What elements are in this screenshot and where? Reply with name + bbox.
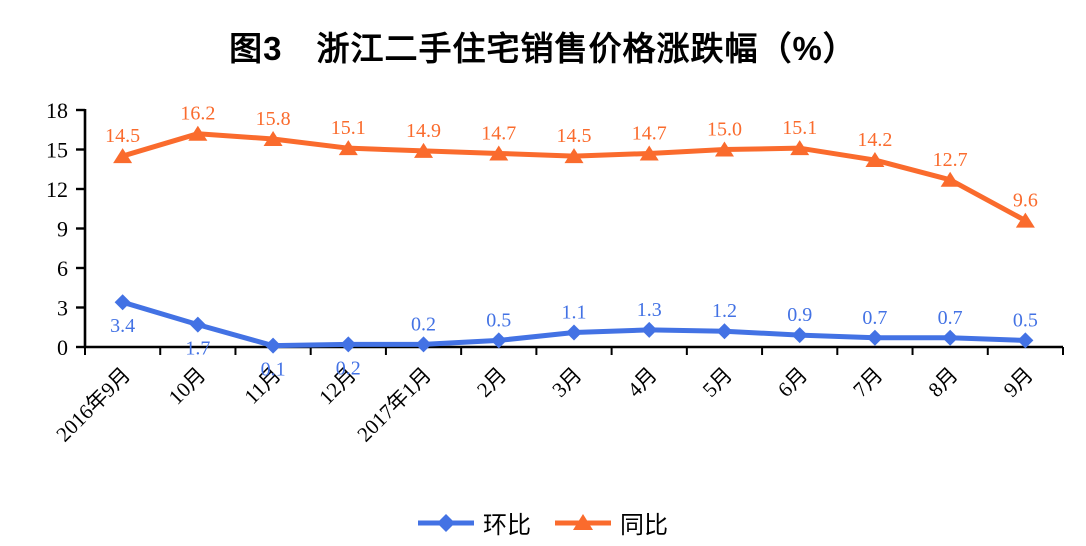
- diamond-marker-icon: [716, 323, 733, 340]
- x-tick-label: 2017年1月: [352, 363, 436, 447]
- data-label: 0.9: [787, 304, 812, 326]
- data-label: 14.2: [857, 129, 892, 151]
- data-label: 0.5: [486, 309, 511, 331]
- y-tick-label: 15: [46, 138, 68, 163]
- data-label: 1.2: [712, 300, 737, 322]
- x-tick-label: 7月: [848, 363, 887, 402]
- data-label: 15.8: [256, 108, 291, 130]
- data-label: 1.7: [185, 338, 210, 360]
- data-label: 14.9: [406, 120, 441, 142]
- x-tick-label: 10月: [164, 363, 211, 410]
- data-label: 14.5: [557, 125, 592, 147]
- x-tick-label: 9月: [999, 363, 1038, 402]
- legend-item-yoy: 同比: [555, 505, 668, 540]
- data-label: 16.2: [180, 103, 215, 125]
- diamond-marker-icon: [866, 329, 883, 346]
- chart-title: 图3 浙江二手住宅销售价格涨跌幅（%）: [229, 30, 857, 67]
- diamond-marker-icon: [265, 337, 282, 354]
- legend-item-mom: 环比: [418, 505, 531, 540]
- diamond-marker-icon: [114, 294, 131, 311]
- diamond-marker-icon: [189, 316, 206, 333]
- triangle-marker-icon: [113, 148, 133, 164]
- x-tick-label: 3月: [547, 363, 586, 402]
- x-tick-label: 5月: [698, 363, 737, 402]
- data-label: 0.2: [336, 357, 361, 379]
- y-tick-label: 0: [57, 335, 68, 360]
- series-triangle: 14.5 16.2 15.8 15.1 14.9 14.7 14.5 14.7 15.0 15.1…: [105, 103, 1038, 228]
- data-label: 9.6: [1013, 190, 1038, 212]
- x-tick-label: 2016年9月: [51, 363, 135, 447]
- legend-label-mom: 环比: [483, 513, 531, 539]
- series-diamond: 3.4 1.7 0.1 0.2 0.2 0.5 1.1 1.3 1.2 0.9 0.7 0.7 0.5: [110, 294, 1038, 381]
- diamond-marker-icon: [415, 336, 432, 353]
- triangle-marker-icon: [865, 152, 885, 168]
- chart-legend: 环比 同比: [0, 505, 1086, 540]
- triangle-marker-icon: [489, 145, 509, 161]
- triangle-marker-icon: [940, 171, 960, 187]
- diamond-marker-icon: [490, 332, 507, 349]
- y-tick-label: 9: [57, 217, 68, 242]
- data-label: 15.1: [331, 117, 366, 139]
- triangle-marker-icon: [263, 130, 283, 146]
- data-label: 0.7: [862, 307, 887, 329]
- triangle-marker-icon: [714, 141, 734, 157]
- y-tick-label: 6: [57, 256, 68, 281]
- x-tick-label: 2月: [472, 363, 511, 402]
- triangle-marker-icon: [188, 125, 208, 141]
- data-label: 0.5: [1013, 309, 1038, 331]
- x-tick-label: 6月: [773, 363, 812, 402]
- x-tick-label: 8月: [923, 363, 962, 402]
- data-label: 15.0: [707, 119, 742, 141]
- triangle-marker-icon: [338, 140, 358, 156]
- data-label: 0.2: [411, 313, 436, 335]
- data-label: 14.5: [105, 125, 140, 147]
- diamond-marker-icon: [340, 336, 357, 353]
- data-label: 14.7: [632, 122, 667, 144]
- triangle-marker-icon: [414, 142, 434, 158]
- data-label: 14.7: [481, 122, 516, 144]
- data-label: 1.1: [562, 302, 587, 324]
- legend-label-yoy: 同比: [620, 513, 668, 539]
- data-label: 1.3: [637, 299, 662, 321]
- y-axis: 0 3 6 9 12 15 18: [46, 98, 85, 360]
- legend-triangle-marker-icon: [555, 513, 611, 530]
- diamond-marker-icon: [566, 324, 582, 341]
- triangle-marker-icon: [639, 145, 659, 161]
- y-tick-label: 12: [46, 177, 68, 202]
- data-label: 0.7: [938, 307, 963, 329]
- diamond-marker-icon: [942, 329, 959, 346]
- data-label: 3.4: [110, 315, 135, 337]
- diamond-marker-icon: [1017, 332, 1034, 349]
- diamond-marker-icon: [791, 327, 808, 344]
- triangle-marker-icon: [564, 148, 584, 164]
- triangle-marker-icon: [790, 140, 810, 156]
- legend-diamond-marker-icon: [418, 513, 474, 532]
- y-tick-label: 3: [57, 296, 68, 321]
- data-label: 15.1: [782, 117, 817, 139]
- diamond-marker-icon: [641, 321, 658, 338]
- x-tick-label: 4月: [623, 363, 662, 402]
- y-tick-label: 18: [46, 98, 68, 123]
- triangle-marker-icon: [1015, 212, 1035, 228]
- data-label: 0.1: [261, 359, 286, 381]
- data-label: 12.7: [933, 149, 968, 171]
